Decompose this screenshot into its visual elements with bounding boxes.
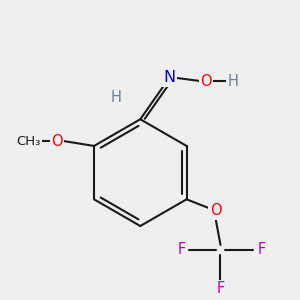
Text: N: N	[163, 70, 175, 86]
Text: H: H	[228, 74, 238, 88]
Text: O: O	[200, 74, 212, 88]
Text: F: F	[178, 242, 186, 257]
Text: O: O	[210, 203, 221, 218]
Text: F: F	[216, 281, 225, 296]
Text: F: F	[257, 242, 266, 257]
Text: O: O	[51, 134, 63, 148]
Text: H: H	[111, 90, 122, 105]
Text: CH₃: CH₃	[16, 135, 40, 148]
